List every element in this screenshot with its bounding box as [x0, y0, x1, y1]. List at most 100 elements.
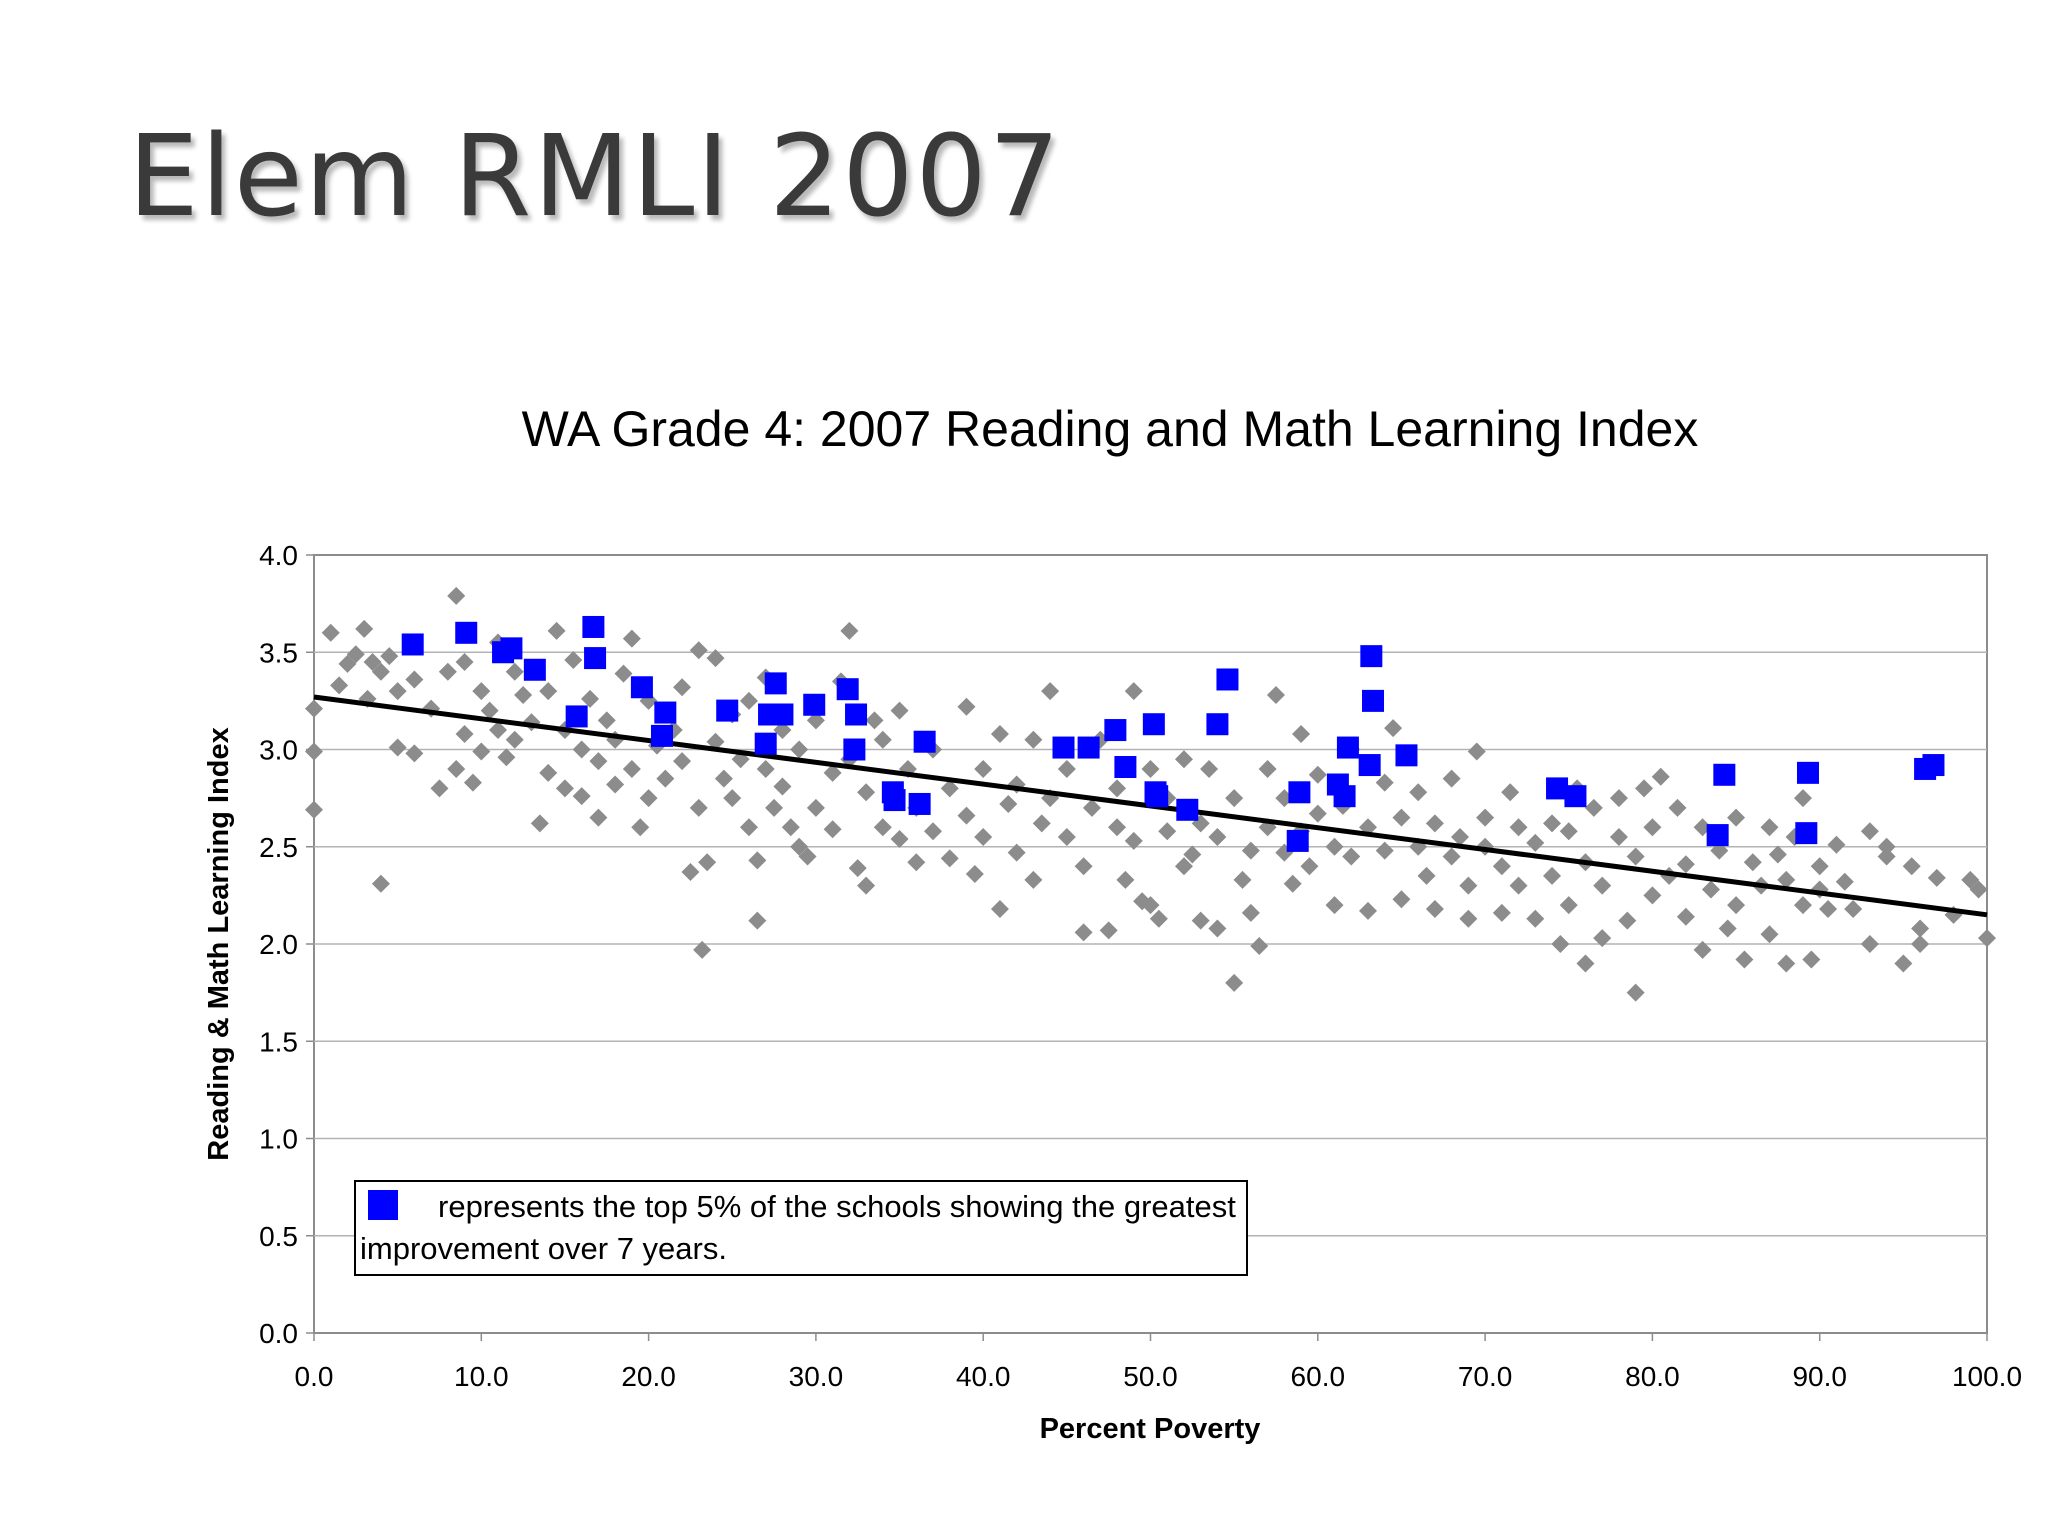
point-gray-2: [305, 800, 323, 819]
point-gray-233: [1768, 845, 1787, 864]
point-gray-182: [1442, 847, 1461, 866]
point-blue-0: [401, 633, 424, 656]
point-gray-250: [1894, 954, 1913, 973]
point-blue-23: [913, 730, 936, 753]
point-gray-64: [693, 940, 712, 959]
point-gray-117: [1024, 730, 1043, 749]
point-gray-176: [1392, 890, 1411, 909]
point-gray-128: [1099, 921, 1118, 940]
point-gray-199: [1551, 935, 1570, 953]
series-all-schools: [305, 586, 1996, 1002]
x-tick-label-2: 20.0: [621, 1361, 676, 1392]
point-blue-4: [523, 658, 546, 681]
point-gray-252: [1911, 919, 1930, 938]
y-tick-label-6: 3.0: [259, 735, 298, 766]
point-gray-138: [1158, 822, 1177, 841]
legend-note: represents the top 5% of the schools sho…: [354, 1180, 1248, 1276]
point-gray-206: [1593, 876, 1612, 895]
point-gray-159: [1283, 874, 1302, 893]
point-gray-114: [999, 794, 1018, 813]
point-gray-187: [1467, 742, 1486, 761]
point-gray-9: [363, 652, 382, 671]
point-gray-26: [472, 742, 491, 761]
point-gray-72: [739, 691, 758, 710]
point-gray-119: [1032, 814, 1051, 833]
point-gray-225: [1718, 919, 1737, 938]
point-gray-33: [514, 686, 533, 705]
point-gray-133: [1124, 831, 1143, 850]
x-tick-label-7: 70.0: [1458, 1361, 1513, 1392]
point-gray-107: [957, 697, 976, 716]
point-gray-237: [1793, 789, 1812, 808]
point-gray-186: [1459, 909, 1478, 928]
point-gray-207: [1593, 929, 1612, 948]
point-gray-212: [1626, 983, 1645, 1002]
point-gray-83: [790, 837, 809, 856]
point-gray-22: [455, 652, 474, 671]
point-gray-5: [338, 654, 357, 673]
point-gray-27: [480, 701, 499, 720]
point-gray-160: [1292, 724, 1311, 743]
point-gray-59: [673, 678, 692, 697]
point-gray-112: [990, 724, 1009, 743]
point-gray-16: [405, 744, 424, 763]
point-blue-15: [771, 703, 794, 726]
point-gray-181: [1425, 899, 1444, 918]
point-gray-179: [1417, 866, 1436, 885]
point-gray-122: [1057, 828, 1076, 847]
point-gray-110: [974, 759, 993, 778]
point-gray-131: [1116, 870, 1135, 889]
y-axis-ticks: 0.0 0.5 1.0 1.5 2.0 2.5 3.0 3.5 4.0: [259, 540, 314, 1349]
point-blue-37: [1333, 785, 1356, 808]
point-gray-183: [1442, 769, 1461, 788]
point-blue-31: [1176, 798, 1199, 821]
point-gray-200: [1559, 822, 1578, 841]
point-gray-208: [1609, 828, 1628, 847]
point-blue-34: [1288, 781, 1311, 804]
point-gray-136: [1141, 896, 1160, 915]
point-gray-111: [974, 828, 993, 847]
point-blue-6: [584, 647, 607, 670]
point-gray-191: [1492, 903, 1511, 922]
point-blue-47: [1796, 761, 1819, 784]
point-gray-193: [1509, 818, 1528, 837]
point-gray-82: [790, 740, 809, 759]
point-gray-66: [706, 649, 725, 668]
point-gray-169: [1342, 847, 1361, 866]
point-blue-44: [1564, 785, 1587, 808]
point-gray-78: [765, 798, 784, 817]
point-gray-153: [1250, 936, 1269, 955]
point-gray-6: [346, 645, 365, 664]
point-gray-47: [597, 711, 616, 730]
point-blue-25: [1077, 736, 1100, 759]
point-gray-49: [606, 775, 625, 794]
point-gray-81: [781, 818, 800, 837]
x-tick-label-0: 0.0: [295, 1361, 334, 1392]
point-gray-93: [857, 876, 876, 895]
point-gray-144: [1191, 911, 1210, 930]
point-gray-12: [380, 647, 399, 666]
y-tick-label-3: 1.5: [259, 1026, 298, 1057]
point-gray-129: [1108, 818, 1127, 837]
point-gray-104: [924, 822, 943, 841]
point-gray-151: [1241, 841, 1260, 860]
point-gray-15: [405, 670, 424, 689]
point-gray-148: [1225, 973, 1244, 992]
point-gray-192: [1501, 783, 1520, 802]
point-blue-11: [716, 699, 739, 722]
point-blue-3: [500, 637, 523, 660]
point-gray-0: [305, 699, 323, 718]
y-tick-label-0: 0.0: [259, 1318, 298, 1349]
point-blue-27: [1114, 756, 1137, 779]
point-gray-172: [1375, 773, 1394, 792]
point-blue-9: [650, 724, 673, 747]
point-gray-251: [1902, 857, 1921, 876]
point-blue-10: [654, 701, 677, 724]
x-tick-label-5: 50.0: [1123, 1361, 1178, 1392]
x-tick-label-8: 80.0: [1625, 1361, 1680, 1392]
legend-note-text: represents the top 5% of the schools sho…: [360, 1189, 1236, 1266]
point-gray-247: [1860, 935, 1879, 953]
point-gray-242: [1819, 899, 1838, 918]
point-gray-256: [1961, 870, 1980, 889]
point-gray-142: [1183, 845, 1202, 864]
